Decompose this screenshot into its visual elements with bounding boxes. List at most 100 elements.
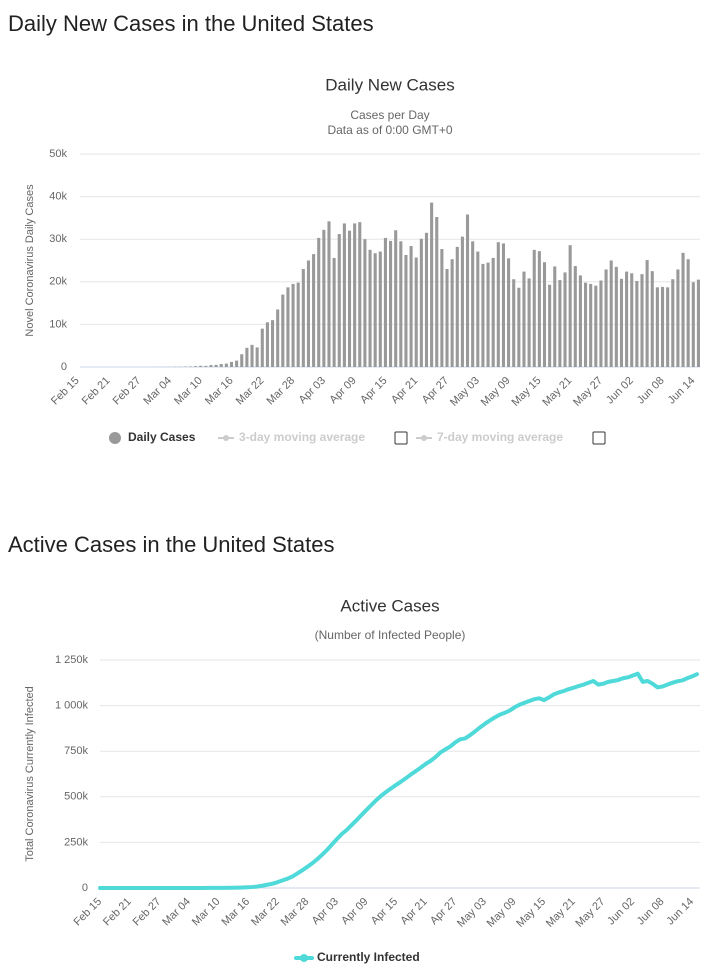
bar: [635, 281, 638, 367]
bar: [338, 234, 341, 367]
legend-checkbox[interactable]: [395, 432, 407, 444]
bar: [625, 272, 628, 367]
legend-label[interactable]: 3-day moving average: [239, 430, 365, 444]
x-tick-label: Jun 08: [635, 375, 667, 407]
x-tick-label: May 15: [514, 896, 548, 930]
chart-subtitle: Cases per Day: [350, 108, 429, 122]
legend-label[interactable]: Currently Infected: [317, 950, 420, 964]
y-tick-label: 50k: [49, 148, 67, 160]
legend-label[interactable]: 7-day moving average: [437, 430, 563, 444]
bar: [240, 354, 243, 367]
bar: [199, 366, 202, 367]
bar: [266, 322, 269, 367]
legend-marker: [223, 435, 229, 441]
bar: [502, 243, 505, 367]
x-tick-label: Mar 28: [265, 375, 298, 408]
bar: [389, 241, 392, 367]
x-tick-label: May 21: [540, 375, 574, 409]
bar: [225, 364, 228, 367]
y-tick-label: 1 250k: [55, 654, 89, 666]
bar: [343, 223, 346, 367]
bar: [194, 366, 197, 367]
x-tick-label: May 09: [479, 375, 513, 409]
bar: [461, 237, 464, 367]
x-tick-label: Mar 22: [234, 375, 267, 408]
x-tick-label: May 09: [485, 896, 519, 930]
bar: [333, 258, 336, 367]
bar: [435, 217, 438, 367]
y-tick-label: 10k: [49, 318, 67, 330]
x-tick-label: Mar 04: [160, 896, 193, 929]
y-tick-label: 0: [82, 882, 88, 894]
bar: [471, 241, 474, 367]
y-tick-label: 20k: [49, 276, 67, 288]
bar: [548, 285, 551, 367]
bar: [399, 241, 402, 367]
bar: [358, 222, 361, 367]
bar: [312, 254, 315, 367]
x-tick-label: Mar 16: [203, 375, 236, 408]
bar: [584, 283, 587, 367]
x-tick-label: May 21: [544, 896, 578, 930]
x-tick-label: Apr 09: [339, 896, 370, 927]
legend-marker[interactable]: [109, 432, 121, 444]
bar: [522, 272, 525, 367]
x-tick-label: Mar 22: [249, 896, 282, 929]
x-tick-label: Apr 03: [297, 375, 328, 406]
bar: [497, 242, 500, 367]
legend-checkbox[interactable]: [593, 432, 605, 444]
bar: [620, 279, 623, 367]
bar: [348, 231, 351, 367]
x-tick-label: May 15: [510, 375, 544, 409]
bar: [379, 252, 382, 367]
bar: [363, 239, 366, 367]
x-tick-label: Apr 15: [358, 375, 389, 406]
bar: [297, 283, 300, 367]
bar: [404, 255, 407, 367]
bar: [353, 223, 356, 367]
bar: [666, 287, 669, 367]
x-tick-label: Jun 08: [635, 896, 667, 928]
bar: [512, 279, 515, 367]
bar: [553, 266, 556, 367]
bar: [415, 258, 418, 367]
x-tick-label: May 27: [571, 375, 605, 409]
bar: [615, 267, 618, 367]
bar: [430, 203, 433, 367]
bar: [533, 250, 536, 367]
x-tick-label: Apr 15: [369, 896, 400, 927]
y-axis-title: Novel Coronavirus Daily Cases: [24, 184, 36, 337]
chart-title: Daily New Cases: [325, 75, 454, 94]
bar: [605, 269, 608, 367]
bar: [327, 221, 330, 367]
bar: [286, 287, 289, 367]
x-tick-label: Jun 14: [666, 375, 698, 407]
bar: [692, 282, 695, 367]
bar: [651, 271, 654, 367]
bar: [261, 329, 264, 367]
bar: [507, 258, 510, 367]
bar: [451, 259, 454, 367]
bar: [204, 366, 207, 367]
x-tick-label: Mar 10: [172, 375, 205, 408]
legend-label[interactable]: Daily Cases: [128, 430, 196, 444]
bar: [630, 273, 633, 367]
bar: [256, 347, 259, 367]
y-tick-label: 250k: [64, 836, 88, 848]
y-tick-label: 30k: [49, 233, 67, 245]
bar: [250, 345, 253, 367]
bar: [589, 284, 592, 367]
bar: [594, 286, 597, 367]
x-tick-label: Jun 02: [604, 375, 636, 407]
x-tick-label: Mar 28: [279, 896, 312, 929]
bar: [569, 245, 572, 367]
bar: [646, 260, 649, 367]
bar: [574, 266, 577, 367]
legend-marker: [421, 435, 427, 441]
bar: [425, 233, 428, 367]
bar: [322, 230, 325, 367]
x-tick-label: May 03: [455, 896, 489, 930]
y-axis-title: Total Coronavirus Currently Infected: [24, 686, 36, 861]
bar: [481, 264, 484, 367]
